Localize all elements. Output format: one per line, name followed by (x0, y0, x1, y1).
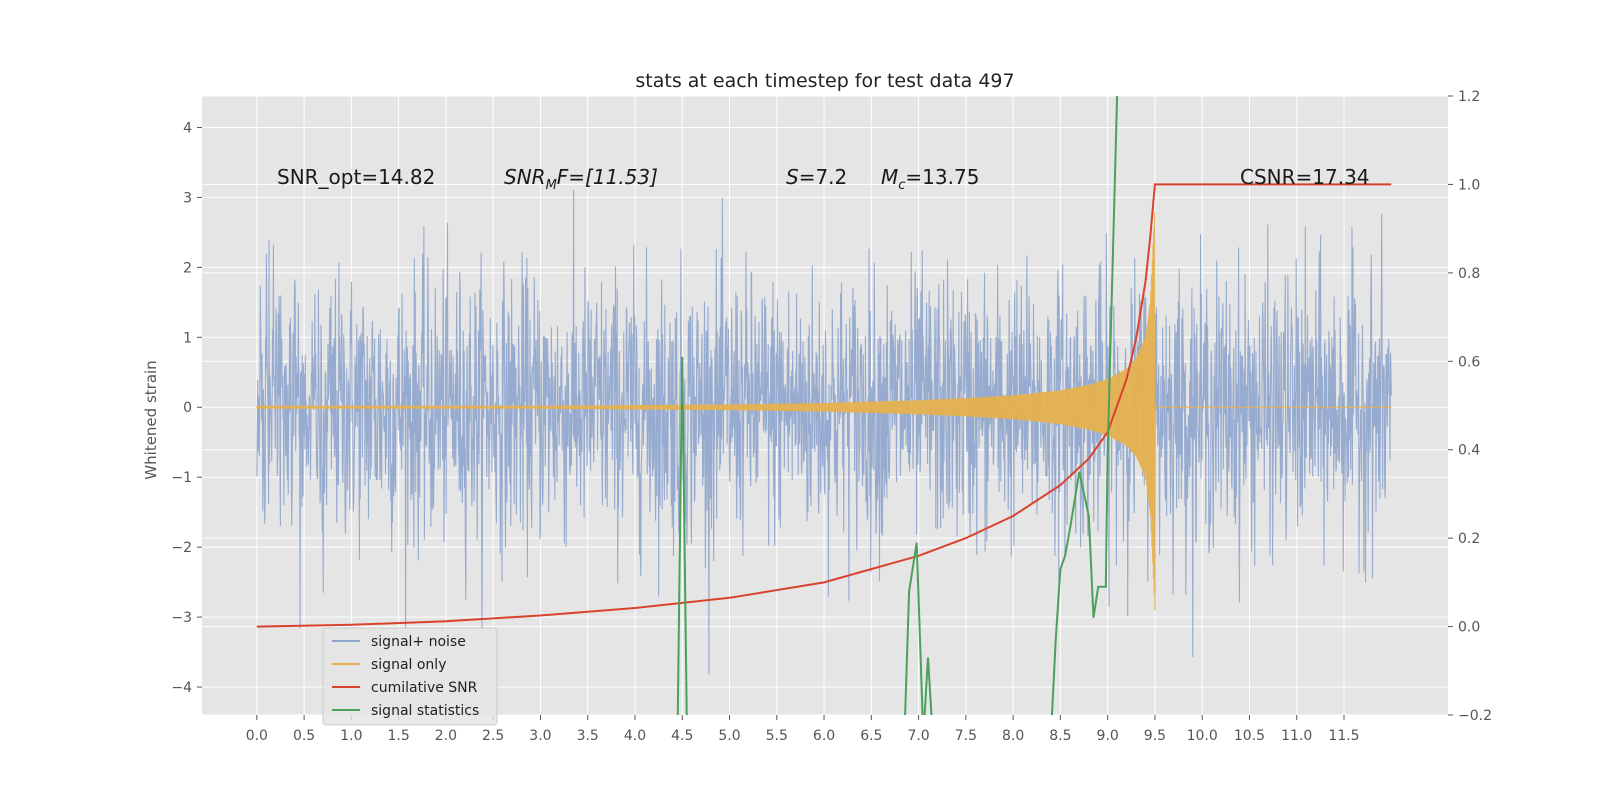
y-tick-label: 3 (183, 190, 192, 206)
legend-label-cumulative-snr: cumilative SNR (371, 680, 478, 696)
x-tick-label: 9.5 (1144, 728, 1166, 744)
y-tick-label: −1 (171, 470, 192, 486)
y-axis-right: 1.2 1.0 0.8 0.6 0.4 0.2 0.0 −0.2 (1448, 89, 1492, 724)
x-tick-label: 10.5 (1234, 728, 1265, 744)
annotation-mc-main: M (881, 165, 898, 189)
series-layer (256, 96, 1392, 715)
chart-title: stats at each timestep for test data 497 (635, 70, 1014, 92)
x-tick-label: 4.0 (624, 728, 646, 744)
y-tick-label: 1 (183, 330, 192, 346)
x-axis: 0.0 0.5 1.0 1.5 2.0 2.5 3.0 3.5 4.0 4.5 5.0 5.5 6.0 6… (246, 715, 1360, 744)
y-axis-label: Whitened strain (142, 360, 160, 479)
x-tick-label: 6.5 (860, 728, 882, 744)
y-tick-label: −3 (171, 610, 192, 626)
y2-tick-label: 0.6 (1458, 354, 1480, 370)
y-tick-label: 0 (183, 400, 192, 416)
annotation-csnr: CSNR=17.34 (1240, 165, 1370, 189)
x-tick-label: 2.5 (482, 728, 504, 744)
y-tick-label: −4 (171, 680, 192, 696)
annotation-mc: Mc=13.75 (881, 165, 979, 193)
y2-tick-label: 1.0 (1458, 177, 1480, 193)
x-tick-label: 8.0 (1002, 728, 1024, 744)
x-tick-label: 10.0 (1187, 728, 1218, 744)
y2-tick-label: 0.4 (1458, 443, 1480, 459)
x-tick-label: 1.5 (388, 728, 410, 744)
x-tick-label: 2.0 (435, 728, 457, 744)
x-tick-label: 3.0 (529, 728, 551, 744)
y-tick-label: −2 (171, 540, 192, 556)
annotation-s-main: S (786, 165, 799, 189)
x-tick-label: 11.0 (1281, 728, 1312, 744)
x-tick-label: 5.0 (718, 728, 740, 744)
y2-tick-label: 1.2 (1458, 89, 1480, 105)
annotation-snr-mf-main: SNR (504, 165, 546, 189)
legend-label-signal-noise: signal+ noise (371, 634, 466, 650)
y-tick-label: 4 (183, 120, 192, 136)
x-tick-label: 5.5 (766, 728, 788, 744)
x-tick-label: 6.0 (813, 728, 835, 744)
y2-tick-label: −0.2 (1458, 708, 1492, 724)
series-signal-statistics (676, 96, 1119, 715)
series-cumulative-snr (256, 183, 1392, 628)
series-signal-only (256, 212, 1392, 611)
annotation-snr-mf-rest: F=[11.53] (557, 165, 658, 189)
legend: signal+ noise signal only cumilative SNR… (322, 627, 498, 726)
x-tick-label: 8.5 (1049, 728, 1071, 744)
annotation-snr-mf: SNRMF=[11.53] (504, 165, 658, 193)
x-tick-label: 3.5 (577, 728, 599, 744)
x-tick-label: 7.5 (955, 728, 977, 744)
x-tick-label: 0.0 (246, 728, 268, 744)
x-tick-label: 4.5 (671, 728, 693, 744)
y-tick-label: 2 (183, 260, 192, 276)
series-signal-noise (256, 189, 1392, 675)
annotation-snr-mf-sub: M (546, 178, 557, 193)
annotation-mc-rest: =13.75 (905, 165, 979, 189)
annotation-snr-opt: SNR_opt=14.82 (277, 165, 435, 189)
annotation-mc-sub: c (898, 178, 905, 193)
legend-box (322, 627, 498, 726)
annotation-s: S=7.2 (786, 165, 847, 189)
x-tick-label: 0.5 (293, 728, 315, 744)
legend-label-signal-statistics: signal statistics (371, 703, 479, 719)
x-tick-label: 1.0 (340, 728, 362, 744)
y2-tick-label: 0.2 (1458, 531, 1480, 547)
x-tick-label: 11.5 (1328, 728, 1359, 744)
x-tick-label: 9.0 (1097, 728, 1119, 744)
legend-label-signal-only: signal only (371, 657, 446, 673)
y-axis-left: 4 3 2 1 0 −1 −2 −3 −4 (171, 120, 202, 696)
x-tick-label: 7.0 (907, 728, 929, 744)
y2-tick-label: 0.0 (1458, 620, 1480, 636)
annotation-s-rest: =7.2 (799, 165, 848, 189)
y2-tick-label: 0.8 (1458, 266, 1480, 282)
